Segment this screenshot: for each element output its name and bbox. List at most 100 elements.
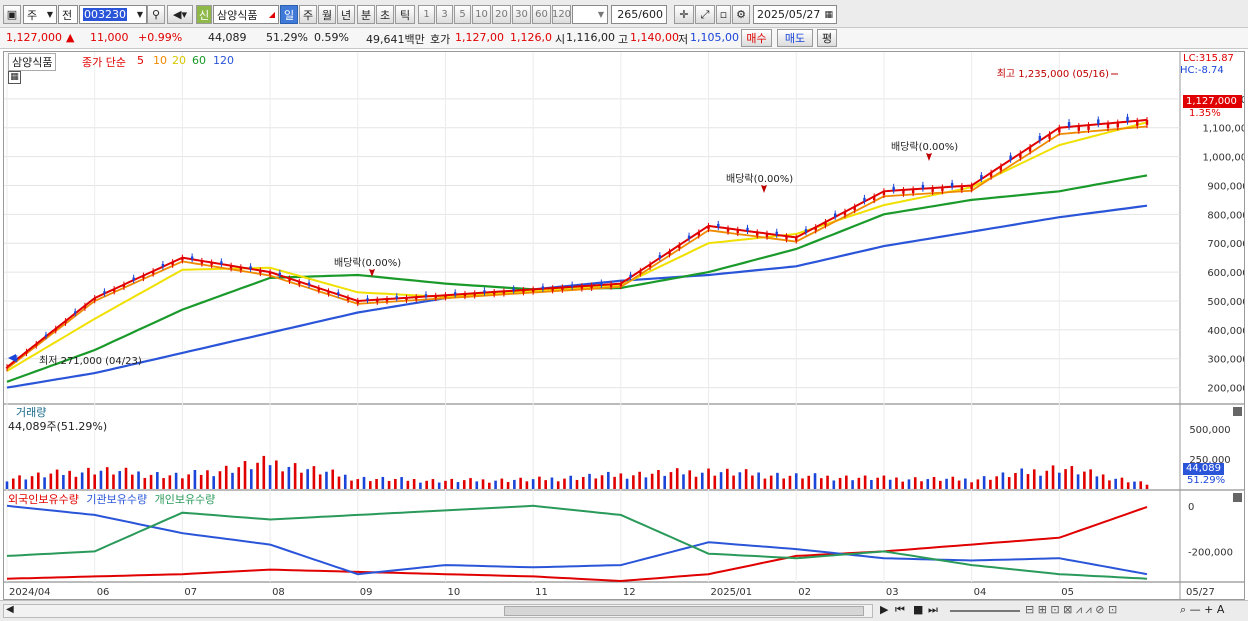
prefix-select[interactable]: 전 (58, 5, 78, 24)
interval-5[interactable]: 5 (454, 5, 471, 24)
zoom-slider[interactable] (950, 610, 1020, 612)
volume-bar (913, 477, 917, 489)
interval-3[interactable]: 3 (436, 5, 453, 24)
x-axis-label: 05 (1061, 587, 1074, 598)
scroll-thumb[interactable] (504, 606, 864, 616)
interval-120[interactable]: 120 (552, 5, 571, 24)
horizontal-scrollbar[interactable]: ◀ (3, 604, 873, 618)
volume-bar (738, 472, 742, 489)
ma5-legend: 5 (137, 54, 144, 67)
tab-tick[interactable]: 틱 (395, 5, 415, 24)
tab-weekly[interactable]: 주 (299, 5, 317, 24)
volume-percent: 51.29% (266, 31, 308, 44)
interval-30[interactable]: 30 (512, 5, 531, 24)
candle-body (181, 257, 184, 261)
tab-monthly[interactable]: 월 (318, 5, 336, 24)
date-field[interactable]: 2025/05/27 ▦ (753, 5, 837, 24)
crosshair-icon[interactable]: ✛ (674, 5, 694, 24)
candle-body (941, 187, 944, 192)
zoom-icons[interactable]: ⌕ — + A (1180, 603, 1225, 616)
volume-last-tag: 44,089 (1183, 463, 1224, 475)
candle-body (405, 297, 408, 300)
volume-bar (174, 472, 178, 489)
sound-icon[interactable]: ◀▾ (167, 5, 193, 24)
candle-body (210, 262, 213, 266)
tab-minute[interactable]: 분 (357, 5, 375, 24)
change-percent: +0.99% (138, 31, 183, 44)
candle-body (756, 232, 759, 236)
interval-20[interactable]: 20 (492, 5, 511, 24)
interval-select[interactable]: ▼ (572, 5, 608, 24)
candle-body (970, 185, 973, 190)
x-axis-label: 07 (184, 587, 197, 598)
volume-bar (488, 482, 491, 489)
candle-body (863, 197, 866, 202)
volume-bar (525, 481, 529, 489)
sell-button[interactable]: 매도 (777, 29, 813, 47)
volume-bar (1058, 472, 1061, 489)
volume-bar (469, 478, 472, 489)
volume-bar (231, 472, 234, 489)
market-select[interactable]: 주 ▼ (23, 5, 57, 24)
buy-button[interactable]: 매수 (741, 29, 772, 47)
x-axis-label: 06 (97, 587, 110, 598)
gear-icon[interactable]: ⚙ (732, 5, 750, 24)
candle-body (795, 237, 798, 241)
count-field[interactable]: 265/600 (611, 5, 667, 24)
volume-bar (187, 474, 190, 489)
volume-bar (406, 480, 410, 489)
candle-body (726, 228, 730, 232)
x-axis-label: 04 (974, 587, 987, 598)
window-icon[interactable]: ▣ (3, 5, 21, 24)
interval-60[interactable]: 60 (532, 5, 551, 24)
chart-area[interactable]: 1,200,0001,100,0001,000,000900,000800,00… (3, 51, 1248, 600)
volume-bar (920, 481, 923, 489)
candle-body (463, 293, 467, 297)
x-axis-label: 2025/01 (711, 587, 753, 598)
candle-body (483, 290, 486, 293)
ask-price-2: 1,126,0 (510, 31, 552, 44)
volume-bar (588, 473, 591, 489)
volume-last-percent: 51.29% (1187, 475, 1226, 486)
chart-canvas[interactable]: 1,200,0001,100,0001,000,000900,000800,00… (4, 52, 1248, 599)
scroll-right-icon[interactable]: ▶ (880, 603, 889, 616)
candle-body (619, 283, 623, 287)
candle-body (561, 287, 564, 290)
candle-body (356, 300, 359, 304)
holding-panel-close-icon[interactable] (1233, 493, 1242, 502)
dividend-annotation: 배당락(0.00%) (891, 141, 958, 153)
dividend-arrow (761, 185, 767, 193)
volume-bar (37, 472, 40, 489)
tab-second[interactable]: 초 (376, 5, 394, 24)
candle-body (200, 260, 204, 264)
volume-bar (1114, 478, 1117, 489)
candle-body (609, 284, 613, 287)
x-axis-label: 10 (447, 587, 460, 598)
ma60-line (6, 174, 1148, 383)
volume-bar (1001, 472, 1005, 489)
candle-body (775, 231, 778, 235)
layout-icons[interactable]: ⊟ ⊞ ⊡ ⊠ ⩘ ⩘ ⊘ ⊡ (1025, 603, 1118, 616)
volume-bar (1139, 481, 1143, 489)
code-input[interactable]: 003230 ▼ (79, 5, 147, 24)
x-axis-label: 02 (798, 587, 811, 598)
forward-icon[interactable]: ⏭ (928, 603, 938, 616)
scroll-left-icon[interactable]: ◀ (6, 604, 14, 615)
rewind-icon[interactable]: ⏮ (895, 603, 905, 616)
drawing-icon[interactable]: ⤢ (695, 5, 715, 24)
volume-bar (594, 478, 598, 489)
volume-panel-close-icon[interactable] (1233, 407, 1242, 416)
volume-bar (556, 481, 560, 489)
tab-yearly[interactable]: 년 (337, 5, 355, 24)
interval-10[interactable]: 10 (472, 5, 491, 24)
eval-button[interactable]: 평 (817, 29, 837, 47)
volume-bar (876, 477, 879, 489)
grid-icon[interactable]: ▦ (8, 71, 21, 84)
search-icon[interactable]: ⚲ (147, 5, 165, 24)
interval-1[interactable]: 1 (418, 5, 435, 24)
candle-body (307, 282, 311, 285)
volume-bar (387, 480, 391, 489)
stop-icon[interactable]: ■ (913, 603, 924, 616)
tab-daily[interactable]: 일 (280, 5, 298, 24)
save-icon[interactable]: ▫ (716, 5, 731, 24)
